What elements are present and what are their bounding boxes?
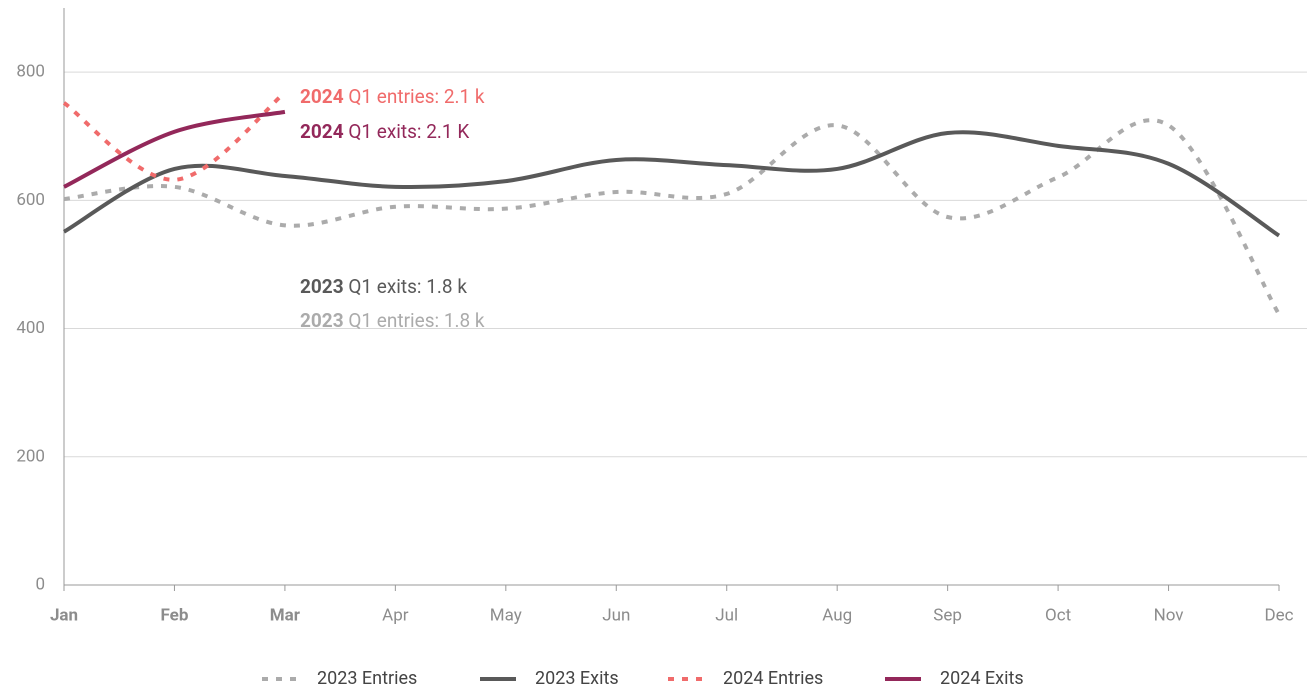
x-tick-label: Jan — [50, 605, 78, 625]
annotation: 2023 Q1 exits: 1.8 k — [300, 275, 467, 298]
annotation-year: 2023 — [300, 309, 344, 332]
annotation-text: Q1 entries: 2.1 k — [344, 85, 485, 108]
legend-label: 2023 Entries — [317, 668, 417, 689]
annotation-year: 2024 — [300, 85, 344, 108]
annotation: 2024 Q1 entries: 2.1 k — [300, 85, 485, 108]
annotation: 2024 Q1 exits: 2.1 K — [300, 120, 469, 143]
annotation-year: 2023 — [300, 275, 344, 298]
x-tick-label: Dec — [1264, 605, 1293, 625]
x-tick-label: Jun — [602, 605, 630, 625]
x-tick-label: Aug — [822, 605, 852, 625]
legend-label: 2023 Exits — [535, 668, 619, 689]
x-tick-label: Sep — [933, 605, 962, 625]
annotation-text: Q1 entries: 1.8 k — [344, 309, 485, 332]
x-tick-label: Nov — [1154, 605, 1184, 625]
series-line — [63, 130, 1281, 238]
series-line — [62, 91, 287, 182]
x-tick-label: Jul — [715, 605, 738, 625]
x-tick-label: Feb — [161, 605, 189, 625]
y-tick-label: 600 — [16, 190, 45, 210]
x-tick-label: Mar — [270, 605, 301, 625]
annotation-text: Q1 exits: 2.1 K — [344, 120, 470, 143]
annotation: 2023 Q1 entries: 1.8 k — [300, 309, 485, 332]
annotation-text: Q1 exits: 1.8 k — [344, 275, 468, 298]
annotation-year: 2024 — [300, 120, 344, 143]
series-line — [63, 109, 286, 189]
x-tick-label: Apr — [382, 605, 409, 625]
x-tick-label: May — [490, 605, 522, 625]
x-tick-label: Oct — [1045, 605, 1071, 625]
legend-label: 2024 Entries — [723, 668, 823, 689]
legend-label: 2024 Exits — [940, 668, 1024, 689]
y-tick-label: 800 — [16, 62, 45, 82]
y-tick-label: 400 — [16, 318, 45, 338]
y-tick-label: 200 — [16, 446, 45, 466]
series-line — [63, 118, 1281, 316]
y-tick-label: 0 — [35, 574, 45, 594]
